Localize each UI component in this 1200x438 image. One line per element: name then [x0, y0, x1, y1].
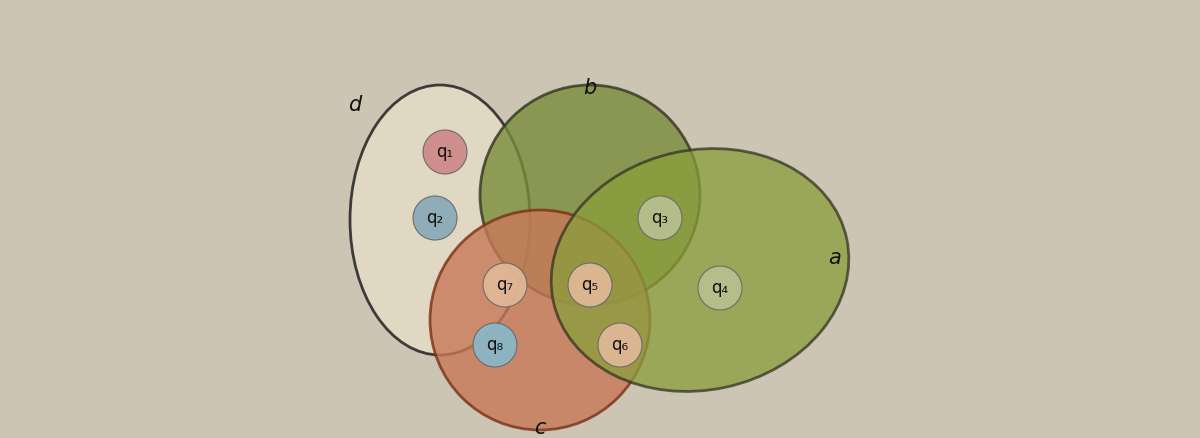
Text: q₁: q₁	[437, 143, 454, 161]
Circle shape	[473, 323, 517, 367]
Text: q₅: q₅	[582, 276, 599, 294]
Circle shape	[413, 196, 457, 240]
Circle shape	[424, 130, 467, 174]
Circle shape	[482, 263, 527, 307]
Text: q₇: q₇	[497, 276, 514, 294]
Text: q₆: q₆	[612, 336, 629, 354]
Text: d: d	[348, 95, 361, 115]
Circle shape	[698, 266, 742, 310]
Ellipse shape	[430, 210, 650, 430]
Circle shape	[568, 263, 612, 307]
Text: q₄: q₄	[712, 279, 728, 297]
Circle shape	[638, 196, 682, 240]
Ellipse shape	[480, 85, 700, 305]
Text: b: b	[583, 78, 596, 98]
Text: q₈: q₈	[486, 336, 504, 354]
Text: q₃: q₃	[652, 209, 668, 227]
Circle shape	[598, 323, 642, 367]
Text: a: a	[829, 248, 841, 268]
Ellipse shape	[350, 85, 530, 355]
Text: q₂: q₂	[426, 209, 444, 227]
Text: c: c	[534, 418, 546, 438]
Ellipse shape	[551, 148, 848, 392]
